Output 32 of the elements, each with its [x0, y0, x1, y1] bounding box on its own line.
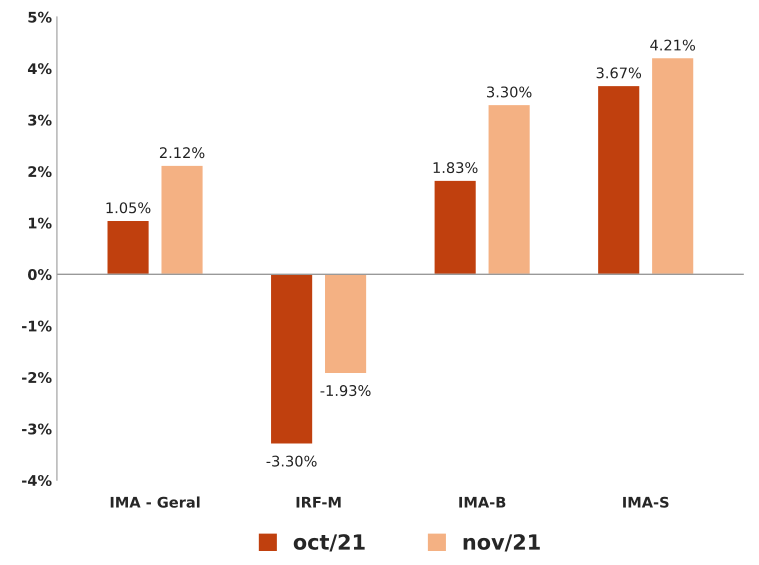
bar — [433, 179, 478, 276]
y-tick-label: 1% — [28, 218, 52, 229]
data-label: 4.21% — [650, 40, 696, 51]
bar — [106, 220, 150, 276]
data-label: 1.05% — [106, 202, 150, 214]
bar — [596, 84, 641, 276]
y-tick-label: 4% — [28, 63, 52, 74]
bar — [160, 164, 204, 276]
x-tick-label: IMA-S — [623, 496, 669, 508]
data-label: 2.12% — [160, 147, 204, 158]
legend-label: nov/21 — [464, 534, 540, 552]
y-tick-label: 2% — [28, 166, 52, 178]
data-label: -1.93% — [320, 385, 371, 396]
bar — [650, 56, 695, 276]
y-tick-label: -4% — [22, 474, 52, 486]
y-tick-label: 5% — [28, 12, 52, 23]
y-tick-label: 0% — [28, 269, 52, 280]
bar — [270, 274, 314, 445]
data-label: -3.30% — [266, 456, 317, 467]
bar — [324, 274, 368, 374]
bar — [487, 104, 532, 276]
data-label: 3.67% — [596, 67, 642, 78]
x-tick-label: IMA-B — [459, 496, 506, 508]
y-tick-label: 3% — [28, 114, 52, 126]
y-tick-label: -3% — [22, 423, 52, 435]
x-tick-label: IRF-M — [296, 496, 341, 508]
data-label: 1.83% — [434, 162, 478, 174]
y-tick-label: -2% — [22, 372, 52, 384]
y-tick-label: -1% — [22, 320, 52, 332]
x-tick-label: IMA - Geral — [110, 496, 200, 508]
data-label: 3.30% — [487, 86, 532, 98]
legend-label: oct/21 — [294, 534, 365, 552]
